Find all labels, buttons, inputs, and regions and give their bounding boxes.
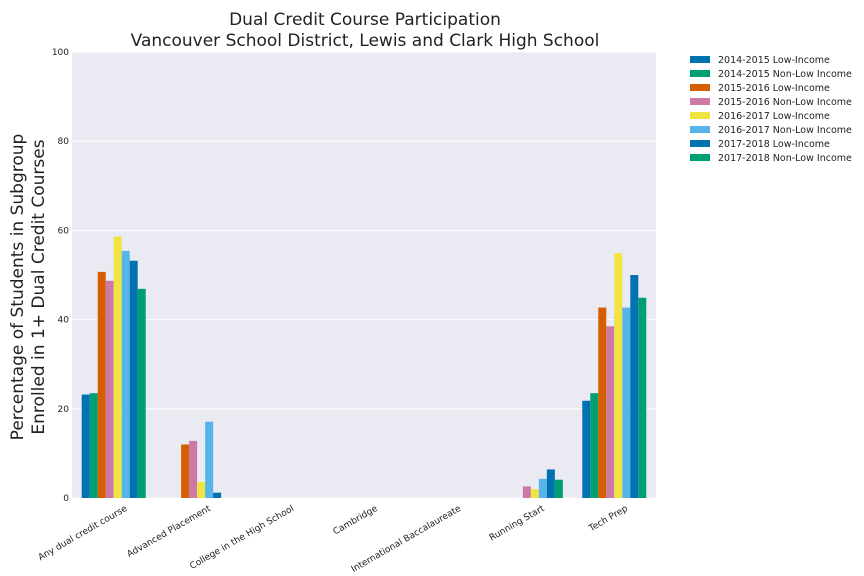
bar	[630, 275, 639, 498]
legend-label: 2015-2016 Low-Income	[718, 83, 830, 94]
legend-label: 2016-2017 Low-Income	[718, 111, 830, 122]
bar	[81, 394, 90, 498]
bar	[205, 421, 214, 498]
y-tick-label: 20	[58, 405, 70, 415]
bar	[129, 260, 138, 498]
bar	[638, 297, 647, 498]
legend-swatch	[690, 56, 710, 63]
y-axis-label: Percentage of Students in Subgroup	[8, 134, 28, 441]
bar	[530, 489, 539, 498]
legend: 2014-2015 Low-Income 2014-2015 Non-Low In…	[690, 55, 852, 164]
bar	[538, 478, 547, 498]
legend-label: 2017-2018 Non-Low Income	[718, 153, 852, 164]
bar	[189, 440, 198, 498]
y-axis-label-group: Percentage of Students in Subgroup Enrol…	[8, 134, 49, 441]
legend-label: 2014-2015 Non-Low Income	[718, 69, 852, 80]
y-tick-labels: 0 20 40 60 80 100	[52, 48, 69, 504]
bar	[622, 307, 631, 498]
bar	[554, 479, 563, 498]
bar	[97, 271, 106, 498]
legend-swatch	[690, 126, 710, 133]
legend-label: 2016-2017 Non-Low Income	[718, 125, 852, 136]
legend-swatch	[690, 70, 710, 77]
x-tick-label: Tech Prep	[587, 504, 630, 535]
bar	[546, 469, 555, 498]
chart-subtitle: Vancouver School District, Lewis and Cla…	[131, 31, 600, 51]
bar	[606, 326, 615, 498]
legend-swatch	[690, 140, 710, 147]
bar	[582, 400, 591, 498]
bar	[598, 307, 607, 498]
bar	[113, 236, 122, 499]
bars	[81, 236, 647, 499]
legend-swatch	[690, 84, 710, 91]
x-tick-label: Cambridge	[332, 504, 380, 538]
bar	[137, 288, 146, 498]
bar	[197, 481, 206, 498]
y-tick-label: 40	[58, 316, 70, 326]
x-tick-label: Advanced Placement	[126, 504, 213, 560]
legend-swatch	[690, 98, 710, 105]
x-tick-label: Running Start	[488, 504, 547, 544]
y-tick-label: 80	[58, 137, 70, 147]
bar	[522, 486, 531, 498]
bar	[181, 444, 190, 498]
y-tick-label: 0	[63, 494, 69, 504]
legend-swatch	[690, 154, 710, 161]
chart-title: Dual Credit Course Participation	[229, 10, 501, 30]
y-tick-label: 100	[52, 48, 69, 58]
y-tick-label: 60	[58, 226, 70, 236]
bar	[614, 253, 623, 498]
bar	[590, 393, 599, 498]
x-tick-label: Any dual credit course	[37, 504, 130, 563]
bar	[213, 492, 222, 498]
legend-swatch	[690, 112, 710, 119]
plot-area	[72, 52, 656, 498]
legend-label: 2015-2016 Non-Low Income	[718, 97, 852, 108]
y-axis-label-line2: Enrolled in 1+ Dual Credit Courses	[29, 139, 49, 434]
bar	[121, 250, 130, 498]
legend-label: 2014-2015 Low-Income	[718, 55, 830, 66]
bar	[89, 393, 98, 498]
legend-label: 2017-2018 Low-Income	[718, 139, 830, 150]
bar	[105, 280, 114, 498]
